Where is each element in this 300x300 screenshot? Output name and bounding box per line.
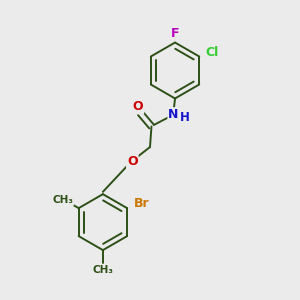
Text: CH₃: CH₃ — [52, 195, 73, 205]
Text: O: O — [127, 155, 138, 168]
Text: F: F — [171, 27, 179, 40]
Text: O: O — [133, 100, 143, 113]
Text: Cl: Cl — [205, 46, 218, 59]
Text: CH₃: CH₃ — [92, 265, 113, 275]
Text: N: N — [168, 108, 179, 121]
Text: H: H — [180, 110, 190, 124]
Text: Br: Br — [134, 197, 149, 210]
